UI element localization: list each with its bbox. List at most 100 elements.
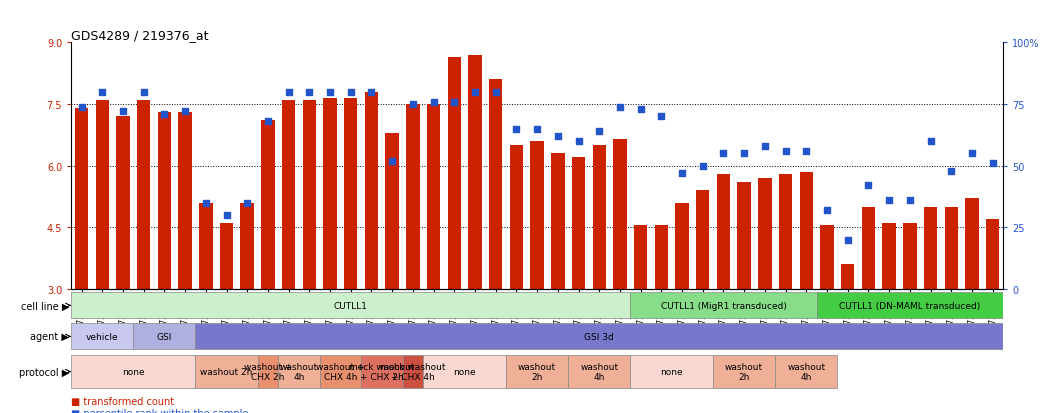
- Text: GSI: GSI: [157, 332, 172, 341]
- Point: [321, 89, 338, 96]
- Bar: [904, 223, 916, 289]
- Bar: [71, 324, 133, 349]
- Bar: [779, 174, 793, 289]
- Point: [467, 89, 484, 96]
- Text: mock washout
+ CHX 4h: mock washout + CHX 4h: [380, 362, 446, 381]
- Bar: [593, 146, 606, 289]
- Point: [922, 138, 939, 145]
- Bar: [71, 292, 630, 319]
- Bar: [965, 199, 979, 289]
- Bar: [633, 225, 647, 289]
- Bar: [402, 355, 423, 388]
- Text: washout 2h: washout 2h: [200, 367, 252, 376]
- Text: GDS4289 / 219376_at: GDS4289 / 219376_at: [71, 29, 208, 42]
- Point: [943, 168, 960, 174]
- Text: ■ transformed count: ■ transformed count: [71, 396, 174, 406]
- Bar: [158, 113, 171, 289]
- Bar: [572, 158, 585, 289]
- Point: [114, 109, 131, 116]
- Bar: [468, 56, 482, 289]
- Bar: [800, 172, 814, 289]
- Text: CUTLL1 (MigR1 transduced): CUTLL1 (MigR1 transduced): [661, 301, 786, 310]
- Point: [881, 197, 897, 204]
- Text: washout
4h: washout 4h: [280, 362, 318, 381]
- Bar: [841, 265, 854, 289]
- Point: [281, 89, 297, 96]
- Bar: [713, 355, 775, 388]
- Bar: [196, 355, 258, 388]
- Bar: [196, 324, 1003, 349]
- Bar: [74, 109, 88, 289]
- Bar: [427, 105, 441, 289]
- Bar: [258, 355, 279, 388]
- Point: [300, 89, 317, 96]
- Point: [901, 197, 918, 204]
- Point: [135, 89, 152, 96]
- Bar: [883, 223, 896, 289]
- Bar: [862, 207, 875, 289]
- Point: [363, 89, 380, 96]
- Point: [425, 99, 442, 106]
- Bar: [630, 292, 817, 319]
- Text: washout
2h: washout 2h: [726, 362, 763, 381]
- Point: [218, 212, 235, 219]
- Bar: [986, 219, 1000, 289]
- Text: agent ▶: agent ▶: [30, 332, 69, 342]
- Text: none: none: [453, 367, 476, 376]
- Point: [508, 126, 525, 133]
- Bar: [241, 203, 254, 289]
- Text: mock washout
+ CHX 2h: mock washout + CHX 2h: [349, 362, 415, 381]
- Bar: [279, 355, 319, 388]
- Bar: [137, 101, 151, 289]
- Bar: [71, 355, 196, 388]
- Bar: [696, 191, 710, 289]
- Text: washout
4h: washout 4h: [787, 362, 825, 381]
- Bar: [364, 93, 378, 289]
- Bar: [775, 355, 838, 388]
- Point: [198, 200, 215, 206]
- Point: [404, 102, 421, 108]
- Point: [757, 143, 774, 150]
- Text: washout
2h: washout 2h: [518, 362, 556, 381]
- Text: washout +
CHX 2h: washout + CHX 2h: [244, 362, 292, 381]
- Point: [239, 200, 255, 206]
- Bar: [531, 142, 543, 289]
- Text: protocol ▶: protocol ▶: [19, 367, 69, 377]
- Point: [715, 151, 732, 157]
- Point: [156, 112, 173, 118]
- Bar: [199, 203, 213, 289]
- Text: washout
4h: washout 4h: [580, 362, 619, 381]
- Bar: [489, 80, 503, 289]
- Point: [673, 170, 690, 177]
- Point: [94, 89, 111, 96]
- Point: [177, 109, 194, 116]
- Bar: [324, 99, 337, 289]
- Point: [963, 151, 980, 157]
- Bar: [303, 101, 316, 289]
- Bar: [116, 117, 130, 289]
- Text: washout +
CHX 4h: washout + CHX 4h: [316, 362, 364, 381]
- Bar: [220, 223, 233, 289]
- Bar: [178, 113, 192, 289]
- Bar: [406, 105, 420, 289]
- Bar: [319, 355, 361, 388]
- Point: [73, 104, 90, 111]
- Bar: [654, 225, 668, 289]
- Point: [819, 207, 836, 214]
- Bar: [344, 99, 357, 289]
- Point: [860, 183, 876, 189]
- Bar: [675, 203, 689, 289]
- Bar: [569, 355, 630, 388]
- Point: [571, 138, 587, 145]
- Point: [777, 148, 794, 155]
- Bar: [447, 58, 461, 289]
- Text: none: none: [122, 367, 144, 376]
- Point: [487, 89, 504, 96]
- Text: vehicle: vehicle: [86, 332, 118, 341]
- Point: [342, 89, 359, 96]
- Point: [653, 114, 670, 121]
- Point: [550, 133, 566, 140]
- Text: CUTLL1: CUTLL1: [334, 301, 367, 310]
- Point: [384, 158, 401, 165]
- Bar: [551, 154, 564, 289]
